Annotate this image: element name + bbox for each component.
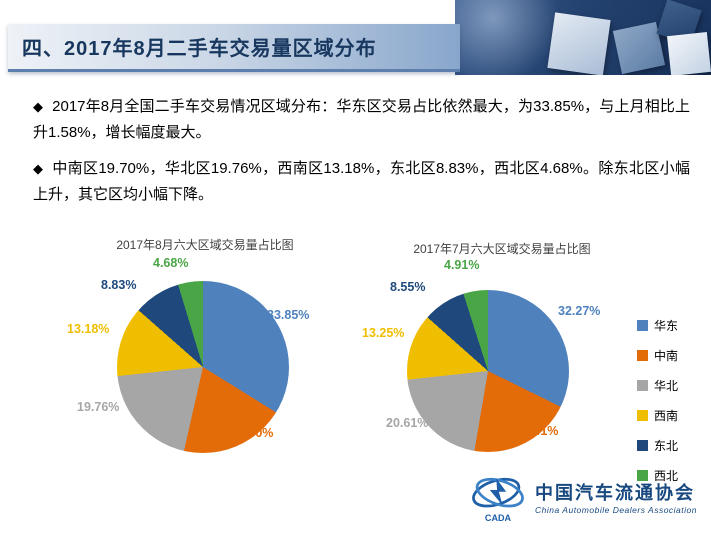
legend-swatch-dongbei [637, 440, 648, 451]
pie-chart-august: 2017年8月六大区域交易量占比图 33.85% 19.70% 19.76% 1… [55, 236, 355, 471]
legend-label: 西南 [654, 409, 679, 423]
legend-swatch-huabei [637, 380, 648, 391]
legend-label: 华北 [654, 379, 679, 393]
legend-swatch-xibei [637, 470, 648, 481]
pie-slice-label: 19.76% [77, 400, 120, 414]
pie-slice-label: 8.55% [390, 280, 426, 294]
pie-august [117, 281, 289, 453]
legend-item: 西南 [637, 407, 678, 424]
header: 四、2017年8月二手车交易量区域分布 [0, 0, 711, 78]
pie-slice-label: 13.25% [362, 326, 405, 340]
pie-slice-label: 20.41% [516, 424, 559, 438]
globe-art [455, 0, 565, 75]
chart-title: 2017年8月六大区域交易量占比图 [116, 238, 294, 252]
diamond-bullet-icon: ◆ [33, 160, 44, 176]
chart-title: 2017年7月六大区域交易量占比图 [413, 242, 591, 256]
cada-logo: CADA 中国汽车流通协会 China Automobile Dealers A… [469, 474, 697, 524]
title-banner: 四、2017年8月二手车交易量区域分布 [8, 24, 460, 72]
legend-label: 西北 [654, 469, 679, 483]
org-name-english: China Automobile Dealers Association [535, 504, 697, 515]
pie-slice-label: 13.18% [67, 322, 110, 336]
cada-logo-icon: CADA [472, 477, 524, 523]
pie-slice-label: 19.70% [231, 426, 274, 440]
cube-art [547, 12, 611, 75]
bullet-text: 2017年8月全国二手车交易情况区域分布：华东区交易占比依然最大，为33.85%… [33, 98, 690, 142]
legend-item: 西北 [637, 467, 678, 484]
legend-swatch-zhongnan [637, 350, 648, 361]
legend-label: 华东 [654, 319, 679, 333]
diamond-bullet-icon: ◆ [33, 99, 44, 114]
pie-slice-label: 32.27% [558, 304, 601, 318]
bullet-text: 中南区19.70%，华北区19.76%，西南区13.18%，东北区8.83%，西… [33, 159, 690, 203]
pie-slice-label: 20.61% [386, 416, 429, 430]
org-name-chinese: 中国汽车流通协会 [535, 483, 696, 504]
pie-slice-label: 8.83% [101, 278, 137, 292]
cube-art [667, 32, 711, 75]
bullet-item: ◆ 中南区19.70%，华北区19.76%，西南区13.18%，东北区8.83%，… [33, 156, 690, 209]
legend-item: 东北 [637, 437, 678, 454]
legend-item: 华北 [637, 377, 678, 394]
pie-slice-label: 33.85% [267, 308, 310, 322]
legend-label: 中南 [654, 349, 679, 363]
legend-item: 华东 [637, 317, 678, 334]
logo-text: 中国汽车流通协会 China Automobile Dealers Associ… [535, 483, 697, 515]
page-title: 四、2017年8月二手车交易量区域分布 [22, 38, 377, 60]
pie-july [407, 290, 569, 452]
legend-swatch-xinan [637, 410, 648, 421]
bullet-list: ◆ 2017年8月全国二手车交易情况区域分布：华东区交易占比依然最大，为33.85… [33, 94, 690, 217]
pie-chart-july: 2017年7月六大区域交易量占比图 32.27% 20.41% 20.61% 1… [352, 240, 652, 475]
legend-swatch-huadong [637, 320, 648, 331]
pie-slice-label: 4.68% [153, 256, 189, 270]
legend-item: 中南 [637, 347, 678, 364]
header-decoration-cubes-image [455, 0, 711, 75]
legend-label: 东北 [654, 439, 679, 453]
chart-legend: 华东 中南 华北 西南 东北 西北 [637, 317, 678, 497]
pie-slice-label: 4.91% [444, 258, 480, 272]
cada-abbr-text: CADA [485, 513, 512, 523]
bullet-item: ◆ 2017年8月全国二手车交易情况区域分布：华东区交易占比依然最大，为33.85… [33, 94, 690, 147]
